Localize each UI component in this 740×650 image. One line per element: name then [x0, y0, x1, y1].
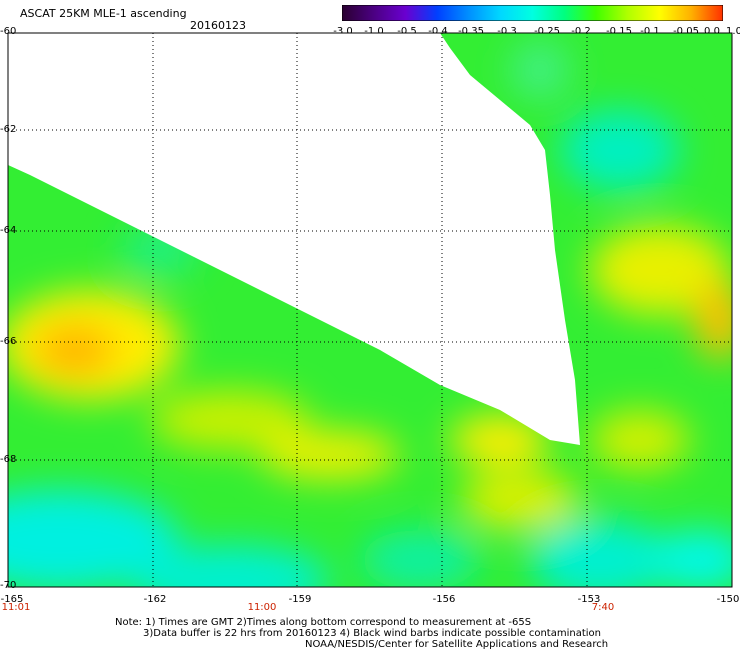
map-title: ASCAT 25KM MLE-1 ascending — [20, 7, 187, 20]
colorbar-tick-label: -0.35 — [458, 26, 484, 37]
wind-map-plot — [7, 32, 733, 588]
colorbar-tick-label: -0.5 — [397, 26, 417, 37]
colorbar-tick-label: -3.0 — [333, 26, 353, 37]
colorbar-tick-label: -0.2 — [571, 26, 591, 37]
lon-label: -153 — [577, 594, 601, 605]
footnote-line-3: NOAA/NESDIS/Center for Satellite Applica… — [305, 639, 609, 650]
time-label: 7:40 — [591, 602, 615, 613]
colorbar-tick-label: -0.05 — [673, 26, 699, 37]
plot-frame — [7, 32, 733, 588]
lon-label: -150 — [716, 594, 740, 605]
lat-label: -60 — [0, 26, 17, 37]
colorbar-labels: -3.0 -1.0 -0.5 -0.4 -0.35 -0.3 -0.25 -0.… — [330, 26, 740, 38]
map-date: 20160123 — [190, 19, 246, 32]
lon-label: -162 — [143, 594, 167, 605]
lon-label: -156 — [432, 594, 456, 605]
lat-label: -66 — [0, 336, 17, 347]
footnotes: Note: 1) Times are GMT 2)Times along bot… — [115, 617, 608, 650]
colorbar-tick-label: -0.3 — [497, 26, 517, 37]
colorbar-tick-label: -0.25 — [534, 26, 560, 37]
lon-label: -159 — [288, 594, 312, 605]
footnote-line-1: Note: 1) Times are GMT 2)Times along bot… — [115, 617, 532, 628]
time-label: 11:01 — [1, 602, 31, 613]
colorbar-tick-label: -0.15 — [606, 26, 632, 37]
lon-label: -165 — [0, 594, 24, 605]
colorbar-tick-label: -1.0 — [364, 26, 384, 37]
swath-color-patches — [8, 40, 732, 587]
footnote-line-2: 3)Data buffer is 22 hrs from 20160123 4)… — [143, 628, 601, 639]
lat-label: -68 — [0, 454, 17, 465]
data-swath — [8, 33, 732, 587]
colorbar — [342, 5, 723, 21]
colorbar-tick-label: -0.4 — [428, 26, 448, 37]
colorbar-tick-label: -0.1 — [640, 26, 660, 37]
lat-label: -64 — [0, 225, 17, 236]
lat-label: -70 — [0, 580, 17, 591]
colorbar-gradient — [342, 5, 723, 21]
colorbar-tick-label: 0.0 — [704, 26, 720, 37]
time-label: 11:00 — [247, 602, 277, 613]
colorbar-tick-label: 1.0 — [726, 26, 740, 37]
lat-label: -62 — [0, 124, 17, 135]
gridlines — [8, 33, 732, 587]
